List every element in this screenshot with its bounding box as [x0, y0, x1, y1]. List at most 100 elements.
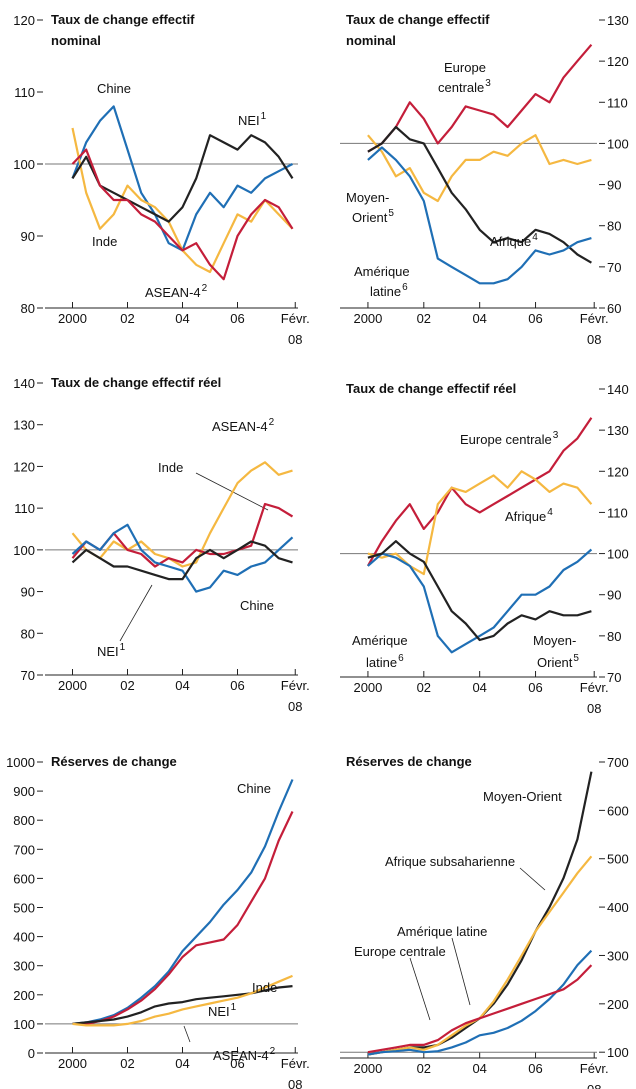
series-line: [71, 148, 294, 281]
x-tick-label: 04: [472, 311, 486, 326]
series-line: [71, 105, 294, 252]
series-line: [72, 811, 294, 1025]
leader-line: [409, 957, 431, 1021]
y-tick-label: 130: [607, 423, 629, 438]
series-line: [71, 502, 294, 568]
series-note: 6: [398, 653, 404, 664]
y-tick-label: 100: [13, 543, 35, 558]
series-line: [367, 125, 592, 264]
y-tick-label: 130: [13, 418, 35, 433]
panel: 80 90 100 110 120 2000 02 04 06 Févr. 08 Taux de ch…: [13, 12, 309, 347]
y-tick-label: 100: [607, 136, 629, 151]
panel: 70 80 90 100 110 120 130 140 2000 02 04 06 Févr. 08 Ta…: [340, 381, 629, 716]
y-tick-label: 100: [607, 1045, 629, 1060]
y-tick-label: 300: [13, 959, 35, 974]
y-tick-label: 70: [607, 670, 621, 685]
series-label: latine: [366, 655, 397, 670]
y-tick-label: 140: [607, 382, 629, 397]
y-tick-label: 120: [13, 459, 35, 474]
panel-title: Réserves de change: [51, 754, 177, 769]
y-tick-label: 130: [607, 13, 629, 28]
panel: 100 200 300 400 500 600 700 2000 02 04 06 Févr. 08 Ré…: [340, 754, 629, 1089]
y-tick-label: 600: [607, 803, 629, 818]
x-tick-label: 02: [417, 311, 431, 326]
x-tick-label: Févr.: [580, 680, 609, 695]
series-note: 6: [402, 282, 408, 293]
x-tick-label: 02: [120, 311, 134, 326]
series-line: [367, 949, 593, 1056]
x-tick-label: 2000: [58, 678, 87, 693]
y-tick-label: 90: [607, 588, 621, 603]
x-tick-label: Févr.: [580, 311, 609, 326]
y-tick-label: 60: [607, 301, 621, 316]
panel-title: Taux de change effectif réel: [51, 375, 221, 390]
series-note: 1: [261, 111, 267, 122]
y-tick-label: 120: [607, 54, 629, 69]
y-tick-label: 500: [13, 901, 35, 916]
y-tick-label: 90: [21, 229, 35, 244]
y-tick-label: 80: [21, 301, 35, 316]
leader-line: [183, 1025, 191, 1043]
y-tick-label: 100: [607, 547, 629, 562]
x-tick-label: 2000: [58, 311, 87, 326]
series-label: Afrique: [490, 234, 531, 249]
series-note: 5: [388, 208, 394, 219]
x-tick-label: 04: [175, 678, 189, 693]
panel-title: nominal: [346, 33, 396, 48]
panel-title: Réserves de change: [346, 754, 472, 769]
y-tick-label: 1000: [6, 755, 35, 770]
series-line: [367, 470, 593, 576]
x-tick-label: 08: [288, 699, 302, 714]
series-note: 1: [120, 642, 126, 653]
y-tick-label: 80: [607, 219, 621, 234]
series-label: Inde: [158, 460, 183, 475]
x-tick-label: 2000: [353, 1061, 382, 1076]
x-tick-label: 2000: [353, 311, 382, 326]
x-tick-label: 08: [288, 1077, 302, 1089]
x-tick-label: 06: [230, 311, 244, 326]
series-label: Afrique subsaharienne: [385, 854, 515, 869]
panel-title: Taux de change effectif réel: [346, 381, 516, 396]
series-line: [71, 523, 294, 593]
series-line: [72, 974, 293, 1027]
series-line: [367, 146, 592, 285]
series-label: Inde: [252, 980, 277, 995]
series-label: NEI: [208, 1004, 230, 1019]
y-tick-label: 90: [607, 178, 621, 193]
panel: 70 80 90 100 110 120 130 140 2000 02 04 06 Févr. 08 Ta…: [13, 375, 309, 714]
series-label: Moyen-: [346, 190, 389, 205]
series-note: 2: [202, 283, 208, 294]
series-label: Orient: [352, 210, 388, 225]
series-label: ASEAN-4: [213, 1048, 269, 1063]
x-tick-label: 04: [175, 1056, 189, 1071]
series-line: [72, 779, 294, 1025]
x-tick-label: 08: [288, 332, 302, 347]
x-tick-label: 02: [120, 678, 134, 693]
series-label: Europe: [444, 60, 486, 75]
series-label: ASEAN-4: [145, 285, 201, 300]
y-tick-label: 110: [607, 505, 628, 520]
x-tick-label: 06: [230, 678, 244, 693]
series-label: Chine: [97, 81, 131, 96]
y-tick-label: 400: [13, 930, 35, 945]
series-label: Inde: [92, 234, 117, 249]
y-tick-label: 100: [13, 1017, 35, 1032]
x-tick-label: Févr.: [281, 1056, 310, 1071]
panel-title: nominal: [51, 33, 101, 48]
y-tick-label: 200: [13, 988, 35, 1003]
leader-line: [119, 584, 153, 642]
y-tick-label: 90: [21, 585, 35, 600]
panel: 60 70 80 90 100 110 120 130 2000 02 04 06 Févr. 08 Tau…: [340, 12, 629, 347]
x-tick-label: 02: [417, 680, 431, 695]
series-note: 2: [270, 1046, 276, 1057]
series-line: [71, 134, 294, 223]
series-label: latine: [370, 284, 401, 299]
leader-line: [519, 867, 546, 891]
y-tick-label: 110: [14, 85, 35, 100]
y-tick-label: 600: [13, 871, 35, 886]
series-label: NEI: [97, 644, 119, 659]
panel-title: Taux de change effectif: [346, 12, 490, 27]
series-note: 4: [547, 507, 553, 518]
y-tick-label: 80: [607, 629, 621, 644]
